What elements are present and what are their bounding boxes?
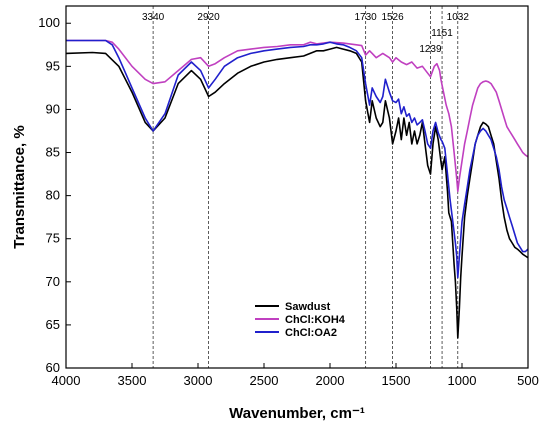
y-tick-label: 90	[46, 101, 60, 116]
annotation-label: 1151	[431, 28, 453, 39]
y-tick-label: 100	[38, 15, 60, 30]
x-tick-label: 500	[517, 373, 539, 388]
annotation-label: 1239	[419, 44, 442, 55]
series-lines	[65, 39, 529, 339]
legend-label: ChCl:OA2	[285, 327, 337, 339]
plot-frame	[65, 5, 529, 369]
legend-label: Sawdust	[285, 301, 331, 313]
annotation-label: 3340	[142, 12, 165, 23]
y-tick-label: 60	[46, 360, 60, 375]
y-tick-label: 95	[46, 58, 60, 73]
y-axis-ticks: 60 65 70 75 80 85 90 95 100	[38, 15, 71, 375]
y-tick-label: 80	[46, 188, 60, 203]
x-tick-label: 4000	[52, 373, 81, 388]
legend-label: ChCl:KOH4	[285, 314, 346, 326]
series-line-1	[66, 39, 529, 193]
y-tick-label: 75	[46, 231, 60, 246]
annotation-label: 2920	[197, 12, 220, 23]
x-tick-label: 2500	[250, 373, 279, 388]
y-tick-label: 70	[46, 274, 60, 289]
series-line-2	[66, 39, 529, 279]
y-axis-title: Transmittance, %	[11, 125, 28, 248]
x-tick-label: 2000	[316, 373, 345, 388]
x-tick-label: 3000	[184, 373, 213, 388]
x-tick-label: 1000	[448, 373, 477, 388]
y-tick-label: 65	[46, 317, 60, 332]
y-tick-label: 85	[46, 145, 60, 160]
annotation-label: 1730	[355, 12, 378, 23]
x-axis-title: Wavenumber, cm⁻¹	[229, 405, 365, 422]
x-axis-ticks: 4000 3500 3000 2500 2000 1500 1000 500	[52, 363, 539, 388]
annotation-label: 1032	[447, 12, 470, 23]
series-line-0	[65, 46, 529, 339]
x-tick-label: 1500	[382, 373, 411, 388]
x-tick-label: 3500	[118, 373, 147, 388]
annotation-label: 1526	[381, 12, 404, 23]
